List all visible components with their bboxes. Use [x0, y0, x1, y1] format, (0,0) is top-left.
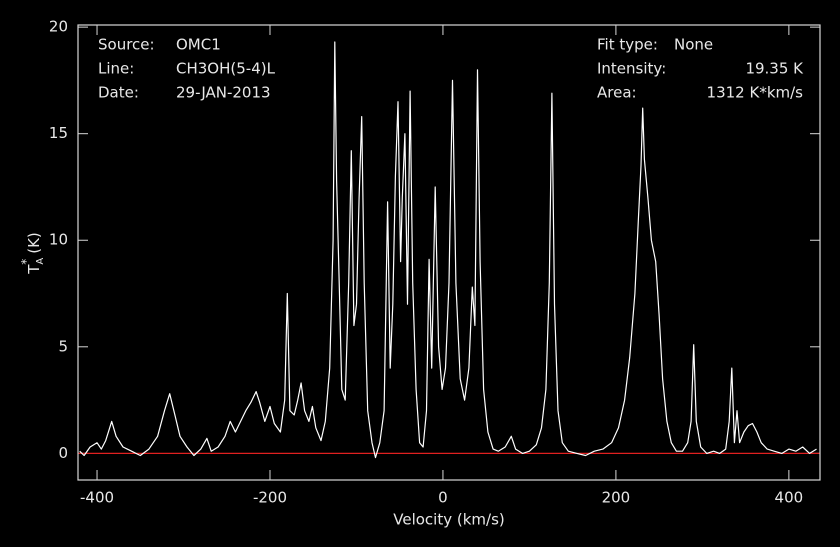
- y-tick-label: 20: [49, 18, 68, 36]
- x-axis-label: Velocity (km/s): [393, 511, 504, 529]
- annotation-label: Line:: [98, 60, 134, 78]
- annotation-value: CH3OH(5-4)L: [176, 60, 276, 78]
- y-tick-label: 10: [49, 231, 68, 249]
- x-tick-label: -200: [253, 489, 287, 507]
- annotation-value: OMC1: [176, 36, 221, 54]
- annotation-label: Intensity:: [597, 60, 666, 78]
- y-tick-label: 5: [58, 337, 68, 355]
- annotation-value: 19.35 K: [745, 60, 804, 78]
- y-label-main: T: [25, 264, 43, 275]
- y-label-sup: *: [19, 259, 33, 265]
- x-tick-label: 0: [438, 489, 448, 507]
- y-label-unit: (K): [25, 232, 43, 254]
- y-tick-label: 15: [49, 124, 68, 142]
- annotation-label: Area:: [597, 84, 637, 102]
- annotation-value: 1312 K*km/s: [707, 84, 804, 102]
- spectrum-line: [79, 41, 817, 459]
- plot-frame: [77, 24, 821, 481]
- annotation-label: Source:: [98, 36, 155, 54]
- x-tick-label: 400: [775, 489, 804, 507]
- x-tick-label: 200: [602, 489, 631, 507]
- annotation-value: None: [674, 36, 713, 54]
- y-axis-label: TA* (K): [19, 232, 47, 275]
- annotation-label: Date:: [98, 84, 139, 102]
- annotation-value: 29-JAN-2013: [176, 84, 271, 102]
- y-tick-label: 0: [58, 444, 68, 462]
- x-tick-label: -400: [80, 489, 114, 507]
- y-label-sub: A: [35, 258, 46, 265]
- annotation-label: Fit type:: [597, 36, 658, 54]
